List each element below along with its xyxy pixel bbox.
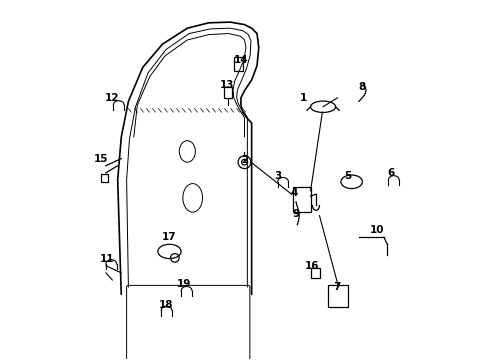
Text: 9: 9: [292, 209, 299, 219]
Text: 19: 19: [176, 279, 191, 289]
Text: 18: 18: [158, 300, 173, 310]
Text: 5: 5: [344, 171, 351, 181]
Text: 11: 11: [100, 253, 114, 264]
Bar: [101, 174, 107, 182]
Bar: [310, 268, 319, 278]
Bar: [224, 87, 232, 98]
Text: 12: 12: [105, 93, 120, 103]
Text: 15: 15: [94, 154, 108, 163]
Text: 7: 7: [333, 282, 340, 292]
Text: 17: 17: [162, 232, 177, 242]
Text: 10: 10: [368, 225, 383, 235]
Text: 3: 3: [274, 171, 282, 181]
Text: 6: 6: [386, 168, 394, 178]
Bar: [327, 285, 347, 307]
Text: 8: 8: [358, 82, 365, 92]
Text: 4: 4: [290, 188, 298, 198]
Bar: [292, 187, 310, 212]
Text: 2: 2: [241, 156, 247, 165]
Text: 1: 1: [299, 93, 306, 103]
Text: 13: 13: [219, 80, 233, 90]
Text: 14: 14: [233, 55, 248, 65]
Bar: [234, 58, 243, 71]
Text: 16: 16: [305, 261, 319, 271]
